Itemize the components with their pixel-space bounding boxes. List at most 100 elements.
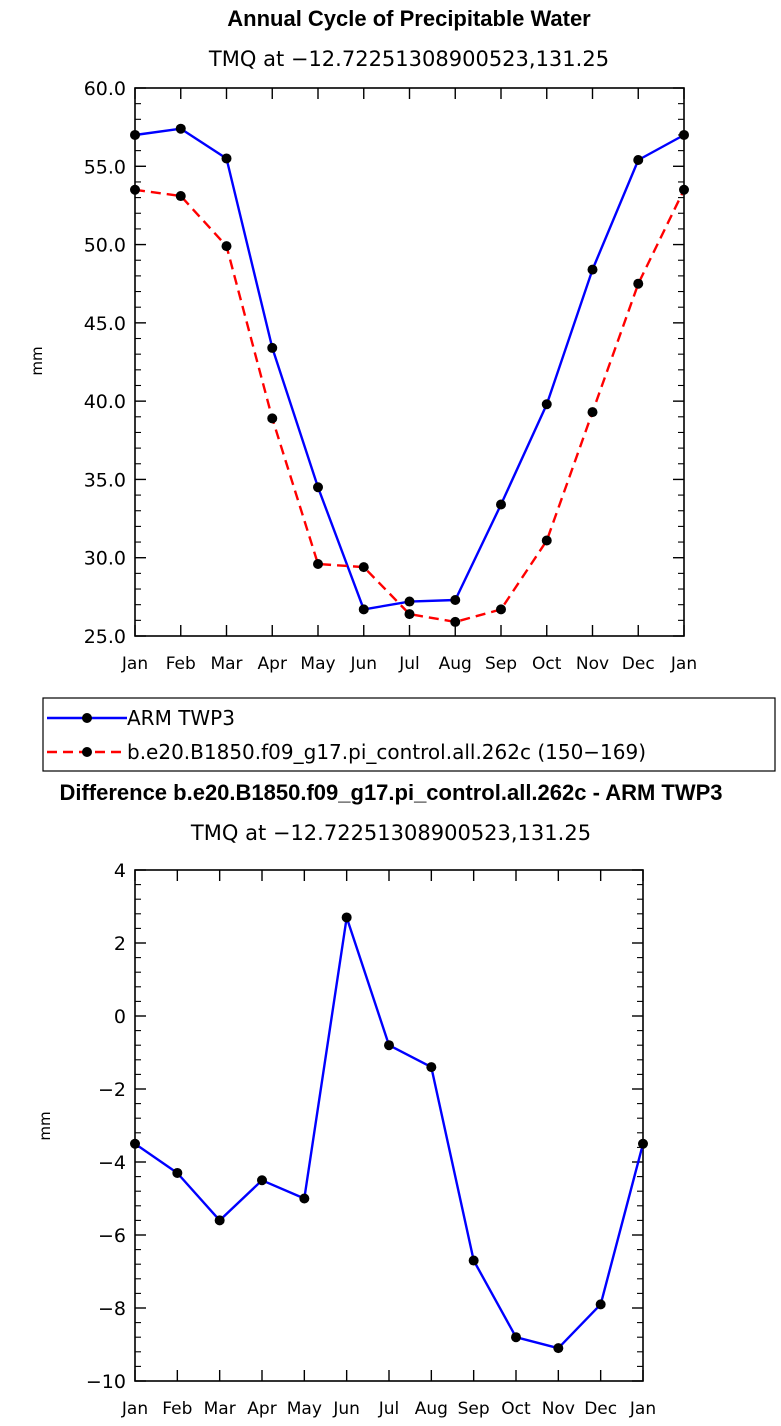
chart2-plot: −10 −8 −6 −4 −2 0 2 4 Jan Feb Mar Apr May Jun Jul Aug Se… xyxy=(86,860,656,1419)
series-0-point xyxy=(130,1138,140,1149)
series-1-point xyxy=(541,535,552,546)
y-tick-label: −2 xyxy=(98,1079,126,1101)
series-0-point xyxy=(341,912,352,923)
series-1-point xyxy=(496,604,506,615)
chart1-title: Annual Cycle of Precipitable Water xyxy=(227,6,591,31)
y-tick-label: 45.0 xyxy=(84,313,126,335)
y-tick-label: 25.0 xyxy=(84,626,126,648)
series-0-point xyxy=(221,153,232,164)
x-tick-label: Apr xyxy=(258,654,287,674)
series-0-point xyxy=(511,1332,521,1343)
x-tick-label: May xyxy=(300,654,335,674)
series-0-point xyxy=(468,1255,479,1266)
y-tick-label: −10 xyxy=(86,1371,126,1393)
y-tick-label: 4 xyxy=(114,860,126,882)
x-tick-label: Oct xyxy=(532,654,562,674)
chart1-subtitle: TMQ at −12.72251308900523,131.25 xyxy=(208,47,609,71)
x-tick-label: Nov xyxy=(576,654,609,674)
series-1-point xyxy=(587,407,598,418)
series-0-point xyxy=(587,264,598,275)
y-tick-label: 30.0 xyxy=(84,548,126,570)
x-tick-label: Nov xyxy=(542,1399,575,1419)
y-tick-label: −6 xyxy=(98,1225,126,1247)
series-1-point xyxy=(313,558,323,569)
legend-box xyxy=(42,697,776,772)
series-0-point xyxy=(267,342,278,353)
series-1-point xyxy=(358,562,369,573)
x-tick-label: Jun xyxy=(332,1399,360,1419)
x-tick-label: Jan xyxy=(629,1399,656,1419)
series-1-point xyxy=(175,191,186,202)
x-tick-label: Jul xyxy=(378,1399,400,1419)
series-0-point xyxy=(595,1299,606,1310)
series-0-point xyxy=(172,1167,183,1178)
series-0-point xyxy=(496,499,506,510)
legend-label-model: b.e20.B1850.f09_g17.pi_control.all.262c … xyxy=(127,740,646,764)
plot-frame xyxy=(134,869,644,1382)
legend-label-arm: ARM TWP3 xyxy=(127,706,235,730)
series-0-point xyxy=(358,604,369,615)
x-tick-label: Mar xyxy=(210,654,242,674)
series-1-point xyxy=(130,184,140,195)
series-line-0 xyxy=(134,127,685,611)
legend-marker-model xyxy=(82,747,92,757)
series-0-point xyxy=(313,482,323,493)
y-tick-label: −4 xyxy=(98,1152,126,1174)
y-tick-label: 35.0 xyxy=(84,469,126,491)
chart1-plot: 25.0 30.0 35.0 40.0 45.0 50.0 55.0 60.0 Jan Feb Ma… xyxy=(84,78,697,674)
series-0-point xyxy=(175,123,186,134)
x-tick-label: Sep xyxy=(458,1399,490,1419)
series-1-point xyxy=(404,609,415,620)
series-0-point xyxy=(450,594,461,605)
series-1-point xyxy=(633,278,644,289)
y-tick-label: −8 xyxy=(98,1298,126,1320)
chart1-ylabel: mm xyxy=(28,346,46,375)
chart2-title: Difference b.e20.B1850.f09_g17.pi_contro… xyxy=(59,780,722,805)
series-line-1 xyxy=(134,188,686,624)
x-tick-label: Jun xyxy=(349,654,377,674)
x-tick-label: Jan xyxy=(121,1399,148,1419)
y-tick-label: 40.0 xyxy=(84,391,126,413)
x-tick-label: Dec xyxy=(584,1399,617,1419)
series-0-point xyxy=(426,1062,437,1073)
x-tick-label: Oct xyxy=(501,1399,531,1419)
series-line-0 xyxy=(134,916,645,1350)
y-tick-label: 0 xyxy=(114,1006,126,1028)
x-tick-label: Mar xyxy=(204,1399,236,1419)
x-tick-label: Sep xyxy=(485,654,517,674)
legend-marker-arm xyxy=(82,713,92,723)
y-tick-label: 60.0 xyxy=(84,78,126,100)
y-tick-label: 2 xyxy=(114,933,126,955)
x-tick-label: Jan xyxy=(670,654,697,674)
x-tick-label: May xyxy=(287,1399,322,1419)
x-tick-label: Apr xyxy=(247,1399,276,1419)
series-0-point xyxy=(214,1215,225,1226)
series-0-point xyxy=(384,1040,394,1051)
series-1-point xyxy=(679,184,689,195)
series-1-point xyxy=(450,616,461,627)
series-0-point xyxy=(679,129,689,140)
series-0-point xyxy=(541,399,552,410)
series-1-point xyxy=(221,241,232,252)
series-0-point xyxy=(633,155,644,166)
plot-frame xyxy=(134,87,685,637)
series-0-point xyxy=(553,1343,564,1354)
x-tick-label: Aug xyxy=(439,654,472,674)
y-tick-label: 50.0 xyxy=(84,235,126,257)
chart2-ylabel: mm xyxy=(36,1111,54,1140)
x-tick-label: Feb xyxy=(162,1399,192,1419)
x-tick-label: Feb xyxy=(166,654,196,674)
x-tick-label: Aug xyxy=(415,1399,448,1419)
x-tick-label: Dec xyxy=(622,654,655,674)
series-0-point xyxy=(638,1138,648,1149)
series-0-point xyxy=(299,1193,310,1204)
series-0-point xyxy=(404,596,415,607)
y-tick-label: 55.0 xyxy=(84,156,126,178)
chart2-subtitle: TMQ at −12.72251308900523,131.25 xyxy=(190,821,591,845)
series-0-point xyxy=(257,1175,267,1186)
x-tick-label: Jan xyxy=(121,654,148,674)
x-tick-label: Jul xyxy=(398,654,420,674)
legend: ARM TWP3 b.e20.B1850.f09_g17.pi_control.… xyxy=(42,697,776,772)
series-0-point xyxy=(130,129,140,140)
